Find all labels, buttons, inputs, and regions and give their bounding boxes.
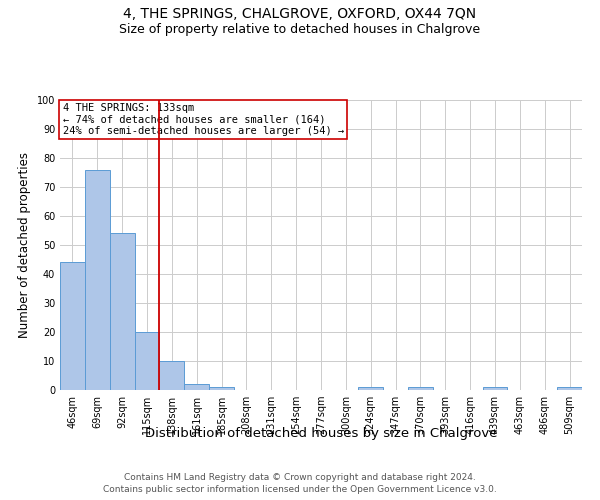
Bar [358, 387, 383, 390]
Bar [557, 387, 582, 390]
Bar [110, 234, 134, 390]
Bar [134, 332, 160, 390]
Text: Contains HM Land Registry data © Crown copyright and database right 2024.: Contains HM Land Registry data © Crown c… [124, 472, 476, 482]
Text: Size of property relative to detached houses in Chalgrove: Size of property relative to detached ho… [119, 22, 481, 36]
Y-axis label: Number of detached properties: Number of detached properties [18, 152, 31, 338]
Bar [60, 262, 85, 390]
Text: 4 THE SPRINGS: 133sqm
← 74% of detached houses are smaller (164)
24% of semi-det: 4 THE SPRINGS: 133sqm ← 74% of detached … [62, 103, 344, 136]
Bar [482, 387, 508, 390]
Bar [408, 387, 433, 390]
Text: Distribution of detached houses by size in Chalgrove: Distribution of detached houses by size … [145, 428, 497, 440]
Bar [209, 387, 234, 390]
Bar [160, 361, 184, 390]
Bar [184, 384, 209, 390]
Bar [85, 170, 110, 390]
Text: 4, THE SPRINGS, CHALGROVE, OXFORD, OX44 7QN: 4, THE SPRINGS, CHALGROVE, OXFORD, OX44 … [124, 8, 476, 22]
Text: Contains public sector information licensed under the Open Government Licence v3: Contains public sector information licen… [103, 485, 497, 494]
